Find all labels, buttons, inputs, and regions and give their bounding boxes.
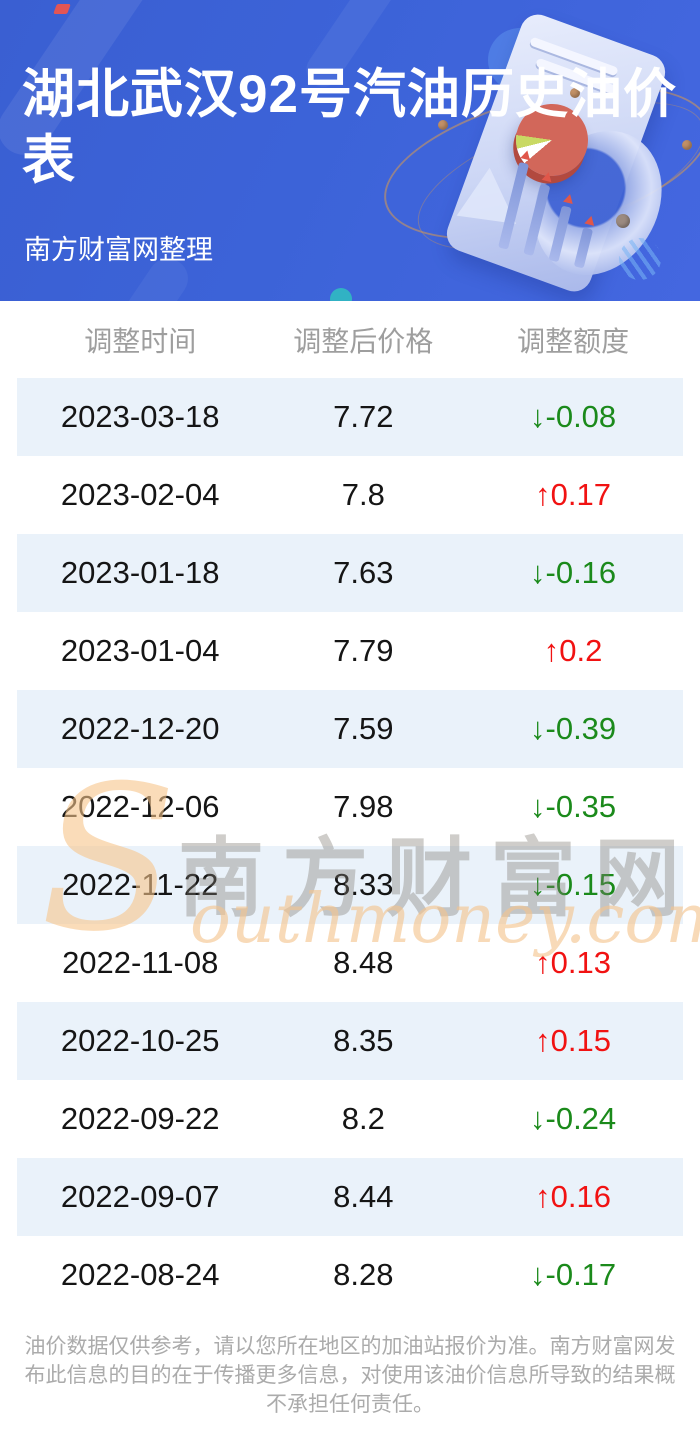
cell-date: 2023-01-18 bbox=[60, 555, 220, 590]
cell-date: 2023-02-04 bbox=[60, 477, 220, 512]
table-row: 2023-01-04 7.79 ↑0.2 bbox=[17, 612, 683, 690]
table-row: 2022-09-22 8.2 ↓-0.24 bbox=[17, 1080, 683, 1158]
cell-change: ↓-0.35 bbox=[530, 789, 617, 824]
decor-red-shape bbox=[53, 4, 71, 14]
cell-price: 7.72 bbox=[333, 399, 394, 434]
cell-change: ↓-0.39 bbox=[530, 711, 617, 746]
cell-date: 2023-01-04 bbox=[60, 633, 220, 668]
table-row: 2022-11-22 8.33 ↓-0.15 bbox=[17, 846, 683, 924]
cell-change: ↑0.15 bbox=[535, 1023, 611, 1058]
cell-date: 2022-12-20 bbox=[60, 711, 220, 746]
cell-date: 2022-08-24 bbox=[60, 1257, 220, 1292]
cell-change: ↓-0.08 bbox=[530, 399, 617, 434]
cell-date: 2022-09-07 bbox=[60, 1179, 220, 1214]
cell-change: ↑0.16 bbox=[535, 1179, 611, 1214]
cell-change: ↓-0.16 bbox=[530, 555, 617, 590]
cell-change: ↑0.17 bbox=[535, 477, 611, 512]
cell-date: 2022-10-25 bbox=[60, 1023, 220, 1058]
cell-price: 8.48 bbox=[333, 945, 394, 980]
cell-price: 7.63 bbox=[333, 555, 394, 590]
column-header-change: 调整额度 bbox=[517, 325, 630, 357]
column-header-time: 调整时间 bbox=[84, 325, 197, 357]
table-row: 2023-01-18 7.63 ↓-0.16 bbox=[17, 534, 683, 612]
cell-price: 8.2 bbox=[341, 1101, 385, 1136]
price-history-table: 调整时间 调整后价格 调整额度 2023-03-18 7.72 ↓-0.08 2… bbox=[0, 301, 700, 1314]
bar bbox=[523, 183, 551, 256]
page-subtitle: 南方财富网整理 bbox=[24, 235, 213, 265]
orbit-bead bbox=[570, 88, 580, 98]
page-title: 湖北武汉92号汽油历史油价表 bbox=[22, 62, 677, 194]
table-header-row: 调整时间 调整后价格 调整额度 bbox=[0, 301, 700, 378]
column-header-price: 调整后价格 bbox=[293, 325, 434, 357]
cell-price: 7.59 bbox=[333, 711, 394, 746]
hero-banner: 湖北武汉92号汽油历史油价表 南方财富网整理 bbox=[0, 0, 700, 301]
table-row: 2022-12-20 7.59 ↓-0.39 bbox=[17, 690, 683, 768]
orbit-bead bbox=[682, 140, 692, 150]
bar bbox=[573, 227, 594, 269]
table-row: 2022-10-25 8.35 ↑0.15 bbox=[17, 1002, 683, 1080]
cell-date: 2022-11-22 bbox=[62, 867, 219, 902]
cell-change: ↑0.13 bbox=[535, 945, 611, 980]
table-row: 2022-08-24 8.28 ↓-0.17 bbox=[17, 1236, 683, 1314]
table-row: 2023-03-18 7.72 ↓-0.08 bbox=[17, 378, 683, 456]
page-title-line1: 湖北武汉92号汽油历史油价 bbox=[22, 65, 677, 124]
decor-teal-dot bbox=[330, 288, 352, 301]
table-row: 2022-09-07 8.44 ↑0.16 bbox=[17, 1158, 683, 1236]
orbit-bead bbox=[438, 120, 448, 130]
cell-date: 2023-03-18 bbox=[60, 399, 220, 434]
cell-price: 8.44 bbox=[333, 1179, 394, 1214]
disclaimer-text: 油价数据仅供参考，请以您所在地区的加油站报价为准。南方财富网发布此信息的目的在于… bbox=[24, 1335, 676, 1416]
orbit-bead bbox=[616, 214, 630, 228]
cell-date: 2022-12-06 bbox=[60, 789, 220, 824]
cell-change: ↓-0.15 bbox=[530, 867, 617, 902]
cell-date: 2022-09-22 bbox=[60, 1101, 220, 1136]
cell-change: ↑0.2 bbox=[543, 633, 603, 668]
page-title-line2: 表 bbox=[22, 131, 76, 190]
up-arrow-icon bbox=[563, 192, 575, 205]
cell-price: 8.35 bbox=[333, 1023, 394, 1058]
table-row: 2023-02-04 7.8 ↑0.17 bbox=[17, 456, 683, 534]
cell-price: 7.98 bbox=[333, 789, 394, 824]
striped-ball-icon bbox=[619, 238, 661, 280]
cell-price: 7.8 bbox=[341, 477, 385, 512]
bar bbox=[548, 205, 572, 263]
table-row: 2022-11-08 8.48 ↑0.13 bbox=[17, 924, 683, 1002]
cell-price: 8.33 bbox=[333, 867, 394, 902]
cell-change: ↓-0.24 bbox=[530, 1101, 617, 1136]
cell-price: 8.28 bbox=[333, 1257, 394, 1292]
document-chart-illustration bbox=[368, 0, 700, 301]
up-arrow-icon bbox=[584, 214, 597, 226]
cell-date: 2022-11-08 bbox=[62, 945, 219, 980]
table-row: 2022-12-06 7.98 ↓-0.35 bbox=[17, 768, 683, 846]
cell-price: 7.79 bbox=[333, 633, 394, 668]
cell-change: ↓-0.17 bbox=[530, 1257, 617, 1292]
